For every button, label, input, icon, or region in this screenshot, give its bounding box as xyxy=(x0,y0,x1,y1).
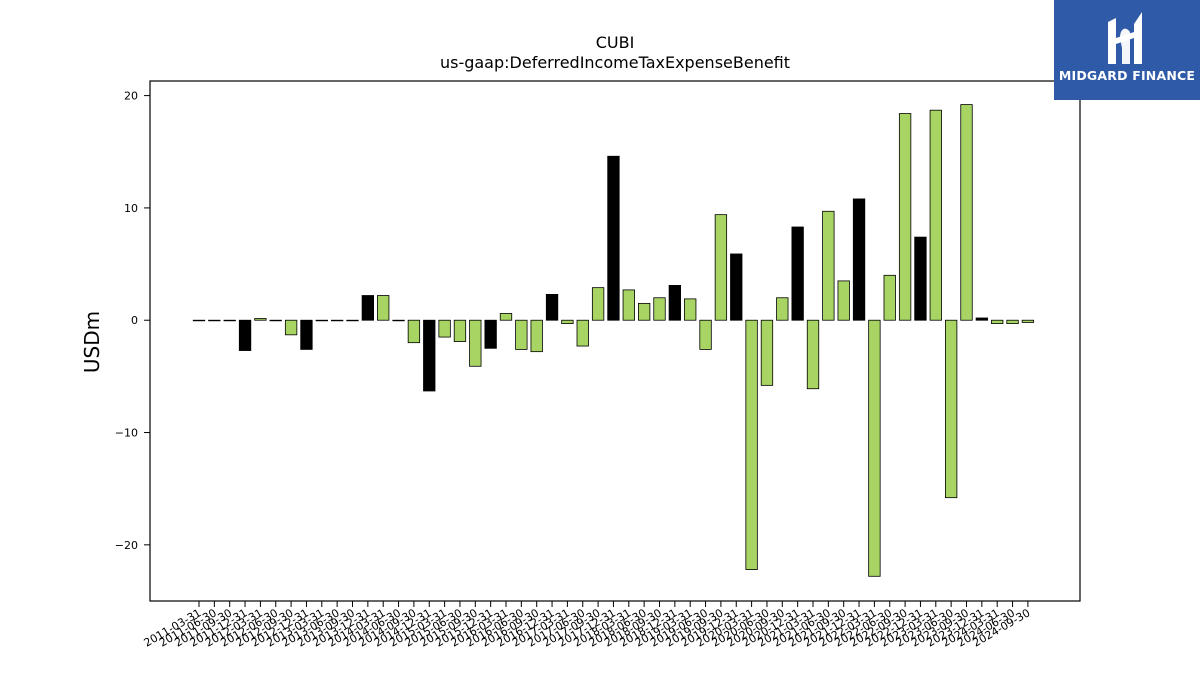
bar-2018-12-31 xyxy=(668,285,681,321)
bar-2015-09-30 xyxy=(469,319,482,367)
brand-logo: MIDGARD FINANCE xyxy=(1054,0,1200,100)
bar-2022-12-31 xyxy=(914,236,927,321)
bar-2013-03-31 xyxy=(315,319,328,322)
bar-2016-09-30 xyxy=(530,319,543,353)
bar-2023-06-30 xyxy=(945,319,958,499)
bar-2018-09-30 xyxy=(653,297,666,321)
bar-2013-09-30 xyxy=(346,319,359,322)
y-tick-label: 0 xyxy=(131,314,138,327)
bar-2012-06-30 xyxy=(269,319,282,322)
bar-2012-03-31 xyxy=(254,318,267,321)
bar-2020-06-30 xyxy=(760,319,774,386)
bar-2017-03-31 xyxy=(561,319,574,324)
logo-text: MIDGARD FINANCE xyxy=(1058,68,1196,83)
bar-2015-12-31 xyxy=(484,319,497,349)
bar-2016-03-31 xyxy=(499,313,513,321)
bar-2023-09-30 xyxy=(960,104,973,321)
bar-2018-06-30 xyxy=(638,302,651,321)
bar-2011-06-30 xyxy=(208,319,221,322)
bar-2023-03-31 xyxy=(929,109,942,321)
bar-2020-03-31 xyxy=(745,319,758,570)
bar-2021-09-30 xyxy=(837,280,850,321)
bar-2020-09-30 xyxy=(776,297,789,321)
bar-2021-06-30 xyxy=(822,210,835,321)
bar-2013-06-30 xyxy=(330,319,344,322)
bar-2013-12-31 xyxy=(361,295,375,321)
bar-2017-09-30 xyxy=(591,287,605,321)
bar-2021-12-31 xyxy=(852,198,866,321)
bar-2015-06-30 xyxy=(453,319,467,342)
bar-2024-03-31 xyxy=(991,319,1004,324)
bar-2017-06-30 xyxy=(576,319,589,347)
y-axis-label: USDm xyxy=(80,311,104,373)
bar-2014-09-30 xyxy=(407,319,421,344)
y-tick-label: −20 xyxy=(115,539,138,552)
bar-2019-12-31 xyxy=(730,253,743,321)
bar-2020-12-31 xyxy=(791,226,804,321)
bar-2019-09-30 xyxy=(714,214,728,321)
bar-2016-12-31 xyxy=(545,293,559,321)
bar-2019-06-30 xyxy=(699,319,712,350)
bar-2011-12-31 xyxy=(238,319,252,351)
bar-2018-03-31 xyxy=(622,289,635,321)
logo-mark-icon xyxy=(1108,12,1142,64)
bar-2022-03-31 xyxy=(868,319,881,577)
bar-2012-09-30 xyxy=(284,319,298,336)
y-tick-label: 20 xyxy=(124,90,138,103)
bar-2022-09-30 xyxy=(898,113,912,321)
plot-frame xyxy=(149,80,1081,602)
chart-title: CUBI xyxy=(596,33,635,52)
bar-2011-09-30 xyxy=(223,319,236,322)
bar-2011-03-31 xyxy=(192,319,206,322)
bar-2024-09-30 xyxy=(1021,319,1035,323)
bar-2022-06-30 xyxy=(883,274,896,321)
bar-2021-03-31 xyxy=(806,319,820,390)
bar-2014-06-30 xyxy=(392,319,405,322)
bar-2019-03-31 xyxy=(684,298,697,321)
bar-2023-12-31 xyxy=(975,317,988,321)
bar-2015-03-31 xyxy=(438,319,451,338)
bar-2024-06-30 xyxy=(1006,319,1019,324)
bar-2014-03-31 xyxy=(377,295,390,321)
chart-subtitle: us-gaap:DeferredIncomeTaxExpenseBenefit xyxy=(440,53,790,72)
bar-2012-12-31 xyxy=(300,319,313,350)
y-tick-label: 10 xyxy=(124,202,138,215)
bar-2014-12-31 xyxy=(423,319,436,392)
bar-2017-12-31 xyxy=(607,155,620,321)
bar-2016-06-30 xyxy=(515,319,528,350)
y-tick-label: −10 xyxy=(115,427,138,440)
